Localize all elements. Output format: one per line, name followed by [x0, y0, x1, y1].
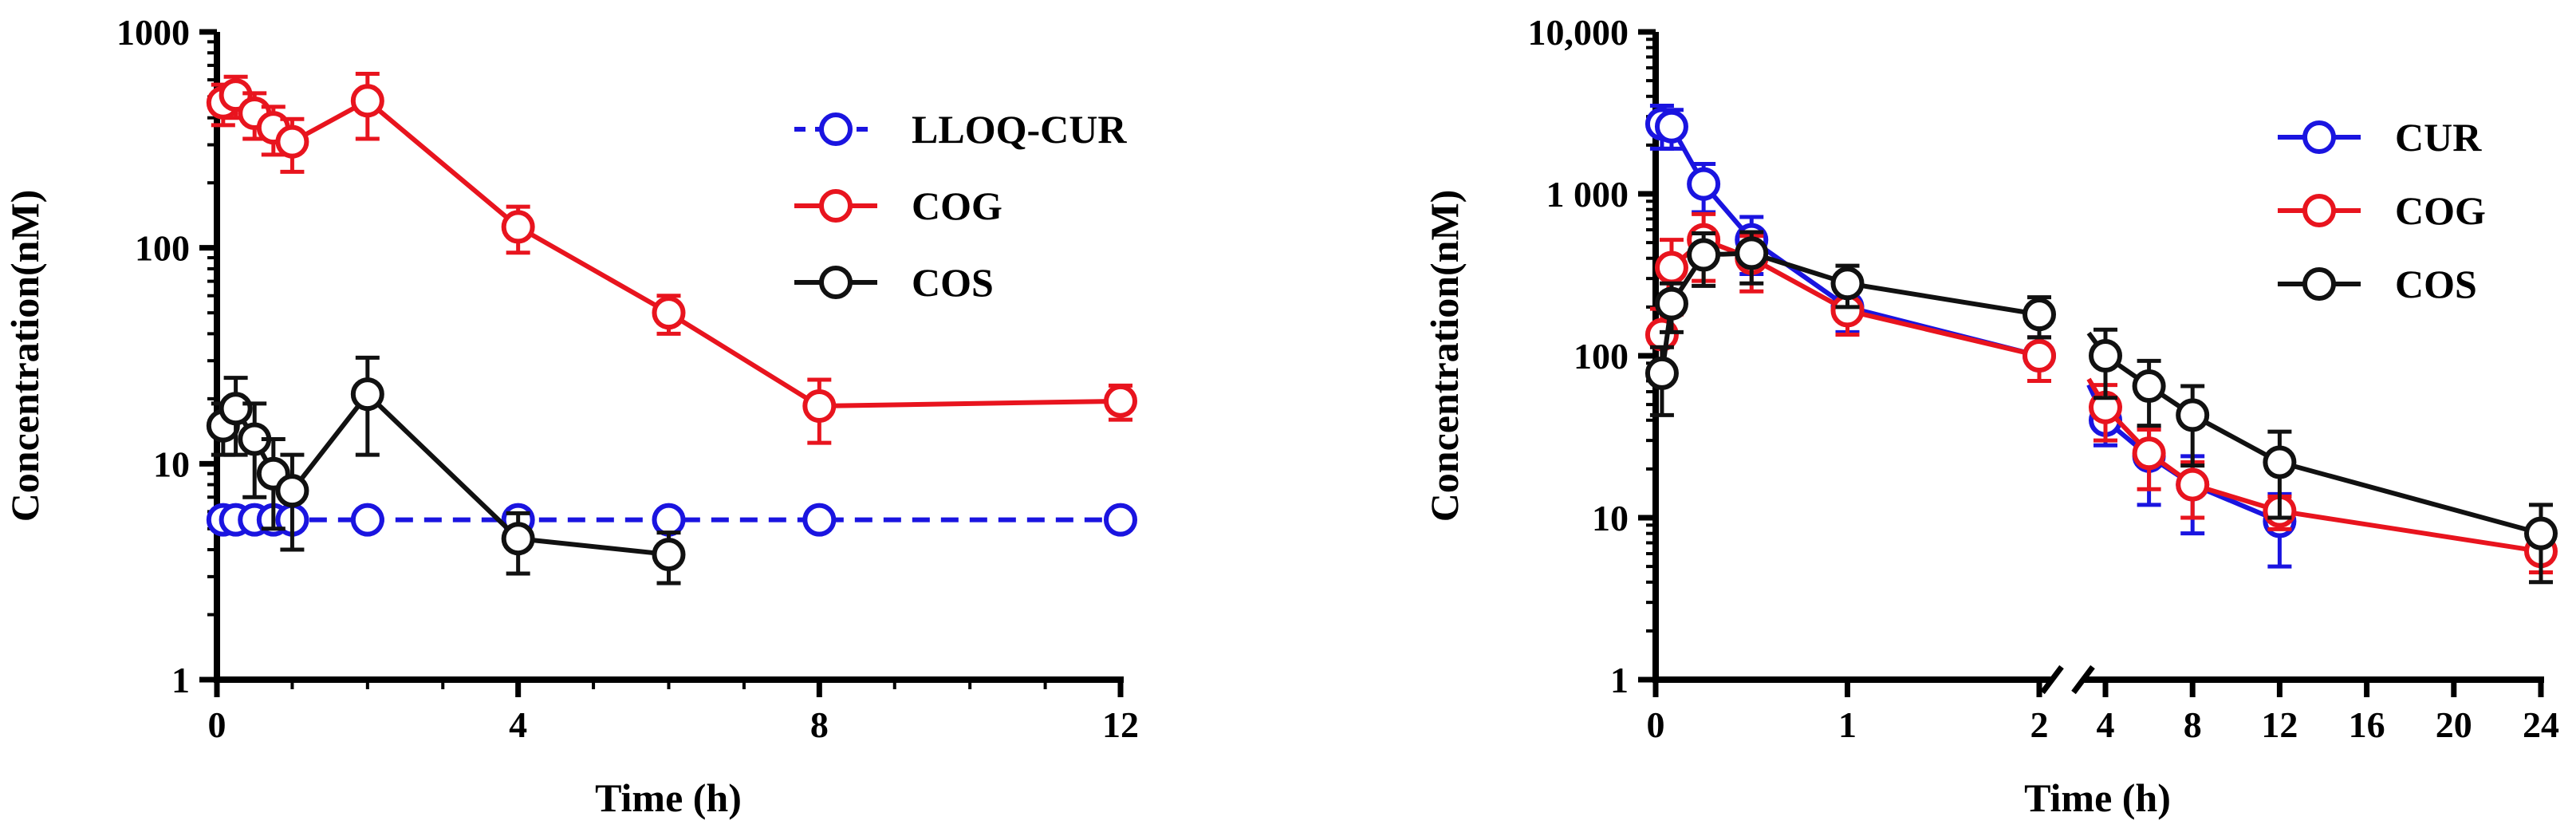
- x-tick-label: 1: [1838, 704, 1857, 745]
- data-point: [652, 538, 686, 572]
- y-tick-label: 1000: [116, 12, 190, 53]
- data-point: [2023, 339, 2056, 373]
- x-tick-label: 4: [509, 704, 527, 745]
- legend-label: COS: [912, 260, 994, 305]
- data-point: [1687, 238, 1721, 272]
- data-point: [1830, 266, 1865, 301]
- legend-label: COG: [912, 183, 1002, 228]
- data-point: [501, 522, 535, 556]
- data-point: [1104, 384, 1137, 418]
- y-tick-label: 100: [135, 228, 190, 269]
- left-chart: 1 10 100 1000 0 4 8 12 Time (h) Concentration(nM)…: [2, 12, 1139, 820]
- data-point: [2023, 298, 2056, 332]
- legend-label: COG: [2395, 188, 2486, 233]
- data-point: [802, 389, 837, 424]
- data-point: [1654, 109, 1688, 144]
- data-point: [350, 503, 384, 537]
- y-axis-title: Concentration(nM): [2, 190, 47, 523]
- data-point: [2089, 339, 2122, 373]
- y-tick-label: 1: [171, 660, 190, 700]
- legend-marker: [819, 189, 853, 223]
- data-point: [275, 474, 309, 508]
- x-tick-label: 12: [1102, 704, 1139, 745]
- series-cos: [1644, 230, 2558, 585]
- y-axis-title: Concentration(nM): [1422, 190, 1467, 523]
- legend-label: LLOQ-CUR: [912, 107, 1127, 152]
- legend-label: COS: [2395, 262, 2477, 306]
- data-point: [501, 210, 535, 244]
- x-tick-label: 0: [1647, 704, 1665, 745]
- data-point: [2132, 436, 2166, 471]
- data-point: [350, 377, 384, 412]
- legend-marker: [2302, 194, 2336, 227]
- data-point: [2524, 516, 2558, 550]
- y-tick-label: 10,000: [1528, 12, 1629, 53]
- x-tick-label: 2: [2030, 704, 2049, 745]
- y-tick-label: 100: [1574, 336, 1629, 377]
- x-tick-label: 20: [2436, 704, 2472, 745]
- data-point: [652, 503, 686, 537]
- x-tick-label: 4: [2097, 704, 2115, 745]
- x-tick-label: 8: [810, 704, 829, 745]
- axis-break-mark: [2040, 665, 2064, 695]
- legend-label: CUR: [2395, 115, 2482, 160]
- y-tick-label: 1 000: [1546, 174, 1629, 215]
- x-tick-label: 12: [2261, 704, 2298, 745]
- series-cos: [206, 355, 686, 586]
- series-cog: [206, 71, 1137, 445]
- x-tick-label: 24: [2523, 704, 2559, 745]
- y-tick-label: 10: [1592, 498, 1629, 538]
- x-axis-title: Time (h): [2024, 775, 2171, 820]
- data-point: [1654, 250, 1688, 285]
- data-point: [1654, 286, 1688, 321]
- data-point: [2176, 398, 2210, 432]
- x-tick-label: 0: [208, 704, 226, 745]
- data-point: [2176, 467, 2210, 502]
- data-point: [2132, 369, 2166, 403]
- data-point: [1735, 236, 1769, 270]
- data-point: [1687, 167, 1721, 201]
- series-lloq-cur: [206, 503, 1137, 537]
- axis-break-mark: [2071, 665, 2095, 695]
- y-tick-label: 10: [153, 444, 190, 484]
- y-tick-label: 1: [1610, 660, 1629, 700]
- legend-marker: [819, 112, 853, 146]
- data-point: [1644, 356, 1679, 390]
- data-point: [219, 392, 253, 426]
- x-tick-label: 16: [2349, 704, 2385, 745]
- data-point: [275, 124, 309, 159]
- legend-marker: [2302, 120, 2336, 154]
- data-point: [2263, 445, 2297, 479]
- data-point: [652, 296, 686, 330]
- data-point: [802, 503, 837, 537]
- x-tick-label: 8: [2184, 704, 2202, 745]
- data-point: [1104, 503, 1137, 537]
- x-axis-title: Time (h): [595, 775, 742, 820]
- data-point: [350, 84, 384, 118]
- legend-marker: [819, 266, 853, 299]
- legend-marker: [2302, 267, 2336, 301]
